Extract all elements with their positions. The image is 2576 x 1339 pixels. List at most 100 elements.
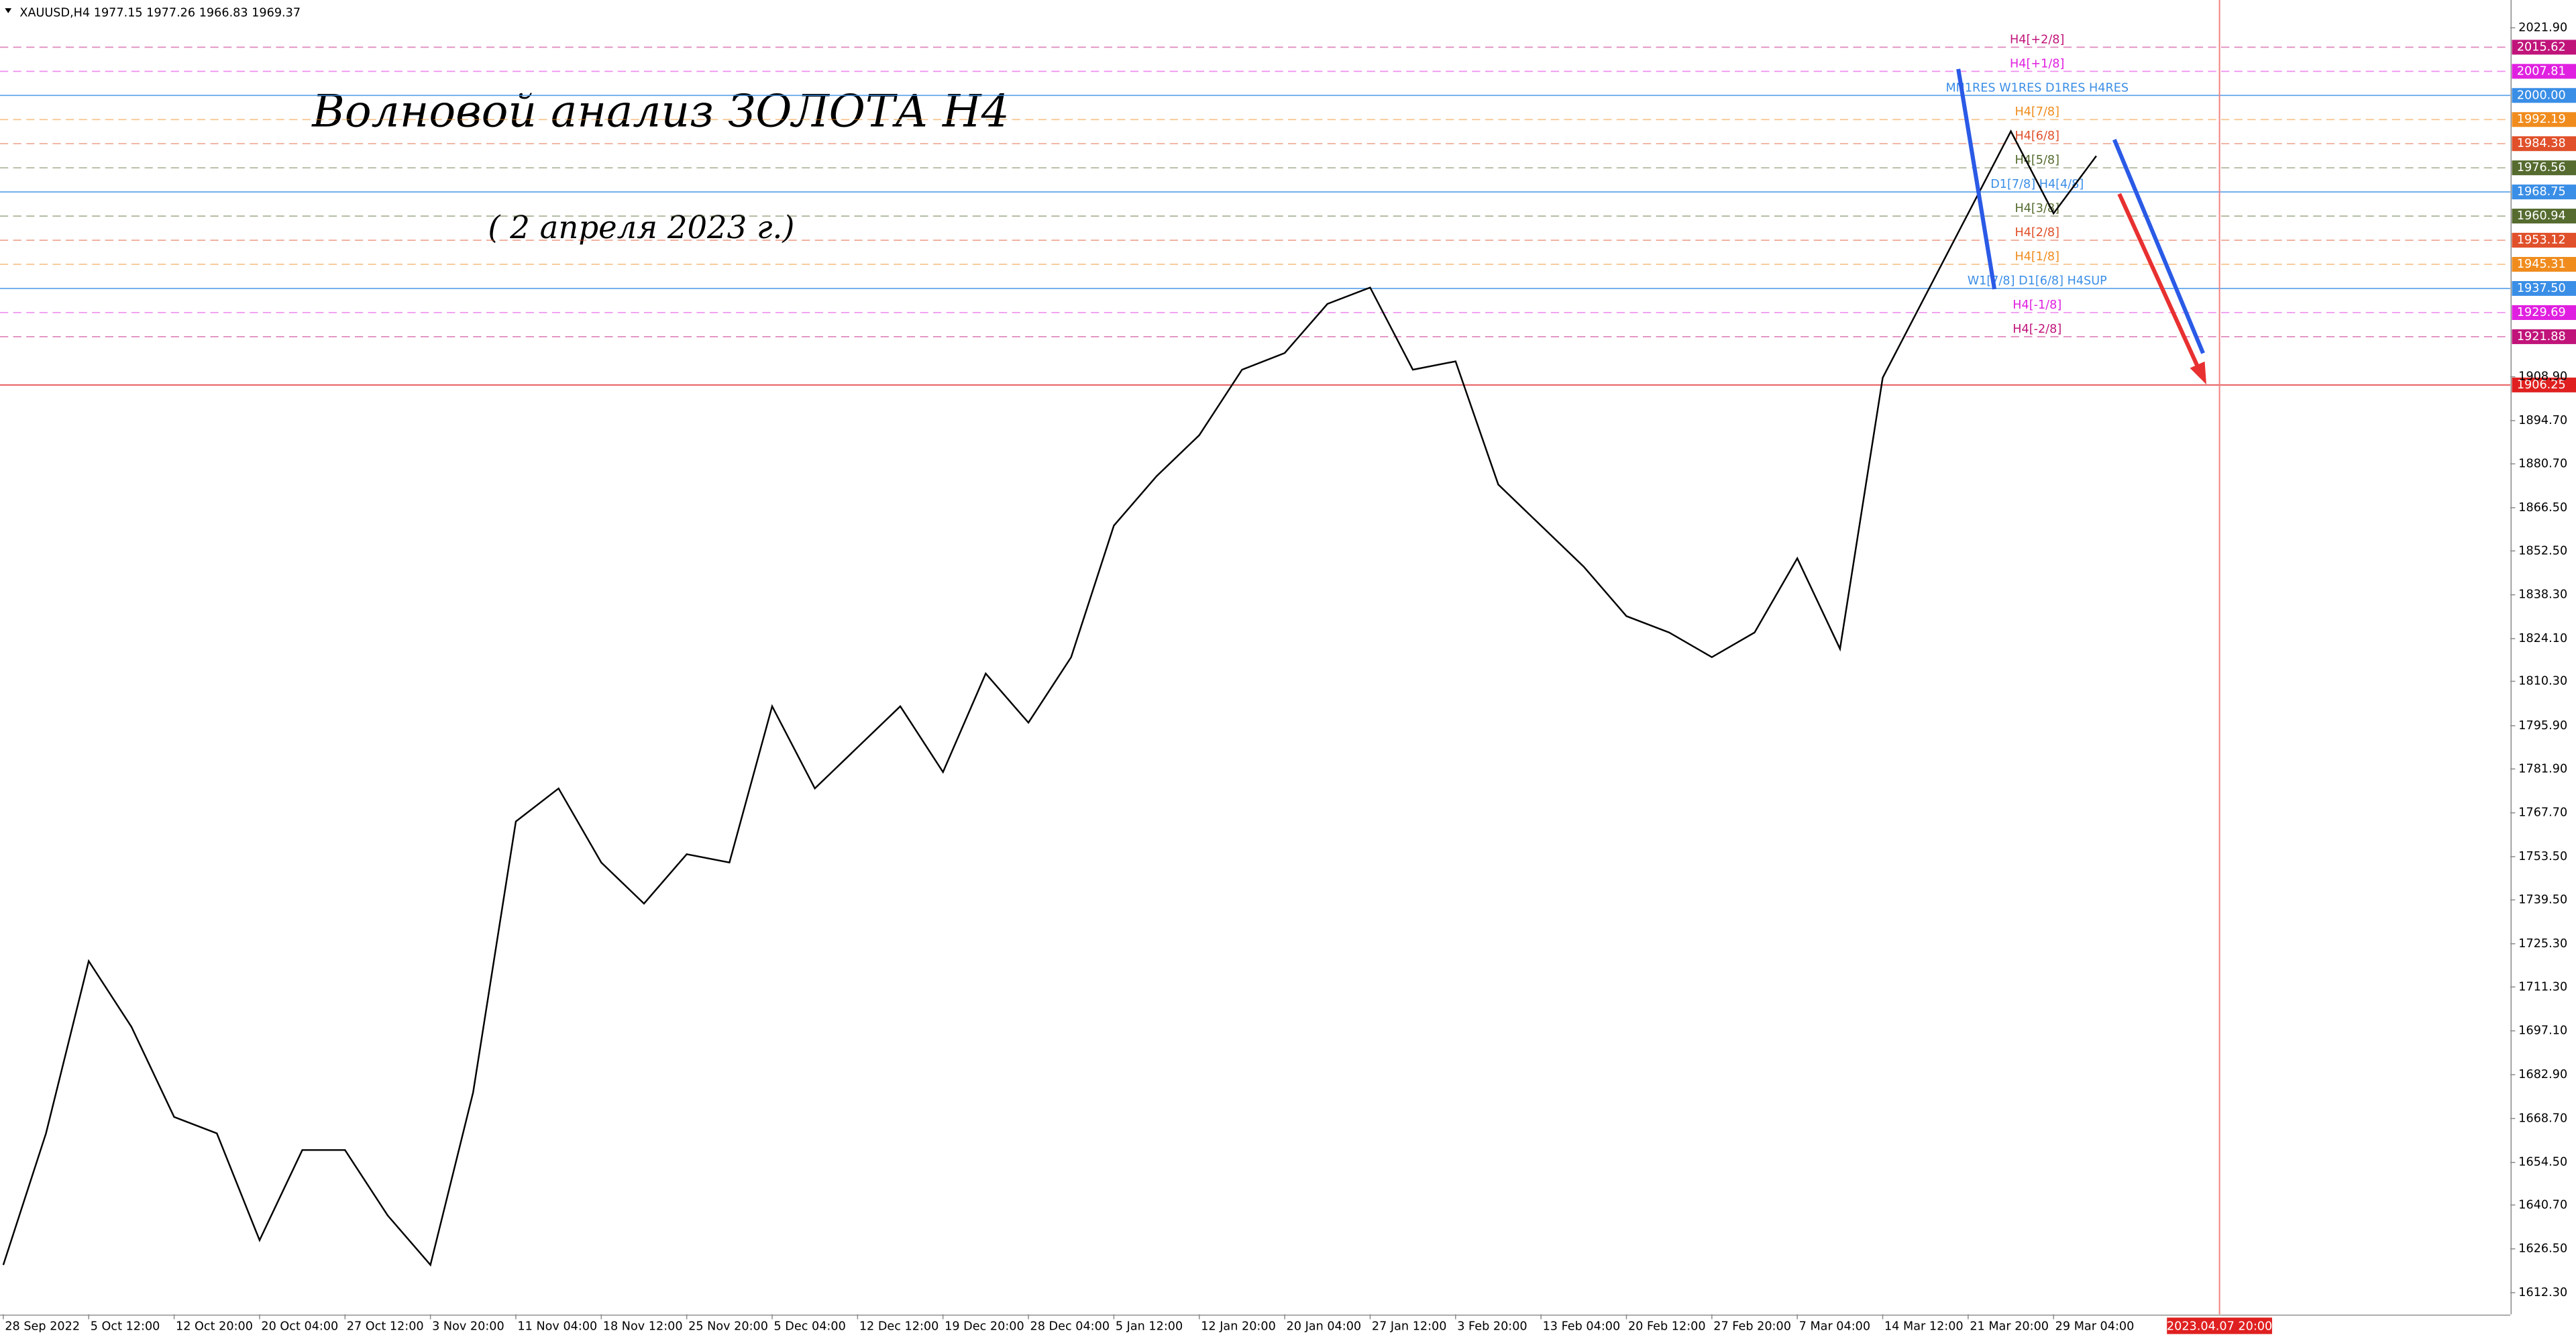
y-tick-label: 1612.30 — [2518, 1286, 2567, 1299]
level-name: H4[+1/8] — [2010, 57, 2064, 70]
level-value-label: 1945.31 — [2517, 258, 2566, 271]
level-box — [2512, 184, 2576, 200]
y-tick-label: 1908.90 — [2518, 370, 2567, 384]
x-tick-label: 5 Jan 12:00 — [1116, 1320, 1183, 1334]
header-icon — [5, 8, 12, 13]
level-name: MN1RES W1RES D1RES H4RES — [1945, 81, 2129, 95]
level-value-label: 1906.25 — [2517, 378, 2566, 392]
y-tick-label: 1668.70 — [2518, 1112, 2567, 1125]
level-value-label: 1984.38 — [2517, 137, 2566, 150]
y-tick-label: 2021.90 — [2518, 21, 2567, 34]
y-tick-label: 1682.90 — [2518, 1068, 2567, 1081]
level-box — [2512, 136, 2576, 152]
level-value-label: 1968.75 — [2517, 185, 2566, 199]
x-tick-label: 13 Feb 04:00 — [1543, 1320, 1621, 1334]
x-tick-label: 12 Jan 20:00 — [1201, 1320, 1276, 1334]
wave-line — [1956, 68, 1997, 290]
y-tick-label: 1753.50 — [2518, 850, 2567, 863]
level-name: D1[7/8] H4[4/8] — [1990, 178, 2084, 191]
level-box — [2512, 64, 2576, 79]
level-name: W1[7/8] D1[6/8] H4SUP — [1968, 274, 2107, 288]
level-box — [2512, 88, 2576, 103]
x-tick-label: 7 Mar 04:00 — [1799, 1320, 1870, 1334]
x-tick-label: 28 Dec 04:00 — [1030, 1320, 1110, 1334]
level-name: H4[-1/8] — [2012, 299, 2061, 312]
y-tick-label: 1767.70 — [2518, 806, 2567, 820]
levels: 2015.62 H4[+2/8] 2007.81 H4[+1/8] 2000.00 MN1… — [0, 33, 2576, 392]
level-box — [2512, 280, 2576, 297]
level-name: H4[5/8] — [2015, 154, 2059, 167]
level-box — [2512, 305, 2576, 320]
level-box — [2512, 329, 2576, 344]
x-tick-label: 5 Oct 12:00 — [91, 1320, 160, 1334]
forecast-arrow-head — [2190, 361, 2206, 385]
level-value-label: 1976.56 — [2517, 161, 2566, 174]
y-tick-label: 1894.70 — [2518, 414, 2567, 427]
y-tick-label: 1725.30 — [2518, 937, 2567, 951]
y-tick-label: 1697.10 — [2518, 1024, 2567, 1038]
level-name: H4[-2/8] — [2012, 323, 2061, 336]
level-box — [2512, 40, 2576, 55]
series — [2, 129, 2097, 1267]
y-tick-label: 1866.50 — [2518, 501, 2567, 515]
chart-title: Волновой анализ ЗОЛОТА H4 — [311, 85, 1009, 137]
cursor-time-box — [2167, 1318, 2272, 1334]
x-tick-label: 11 Nov 04:00 — [517, 1320, 597, 1334]
y-tick-label: 1654.50 — [2518, 1156, 2567, 1169]
wave-line — [2112, 139, 2205, 354]
x-tick-label: 5 Dec 04:00 — [773, 1320, 845, 1334]
level-name: H4[3/8] — [2015, 202, 2059, 215]
level-value-label: 1960.94 — [2517, 209, 2566, 223]
x-tick-label: 19 Dec 20:00 — [945, 1320, 1024, 1334]
x-tick-label: 18 Nov 12:00 — [603, 1320, 683, 1334]
level-box — [2512, 209, 2576, 224]
x-tick-label: 12 Dec 12:00 — [859, 1320, 939, 1334]
y-tick-label: 1640.70 — [2518, 1198, 2567, 1212]
x-tick-label: 27 Jan 12:00 — [1372, 1320, 1447, 1334]
level-value-label: 2007.81 — [2517, 64, 2566, 78]
x-tick-label: 12 Oct 20:00 — [176, 1320, 253, 1334]
level-box — [2512, 160, 2576, 176]
y-tick-label: 1838.30 — [2518, 588, 2567, 602]
y-tick-label: 1626.50 — [2518, 1242, 2567, 1256]
level-value-label: 1921.88 — [2517, 330, 2566, 343]
x-tick-label: 28 Sep 2022 — [5, 1320, 80, 1334]
level-value-label: 1929.69 — [2517, 306, 2566, 319]
y-tick-label: 1795.90 — [2518, 719, 2567, 733]
chart-header: XAUUSD,H4 1977.15 1977.26 1966.83 1969.3… — [19, 7, 301, 20]
x-tick-label: 21 Mar 20:00 — [1970, 1320, 2049, 1334]
x-tick-label: 20 Jan 04:00 — [1287, 1320, 1362, 1334]
x-tick-label: 29 Mar 04:00 — [2055, 1320, 2135, 1334]
level-box — [2512, 377, 2576, 392]
x-tick-label: 20 Feb 12:00 — [1628, 1320, 1706, 1334]
level-value-label: 1992.19 — [2517, 113, 2566, 126]
x-tick-label: 3 Feb 20:00 — [1457, 1320, 1527, 1334]
cursor-time-label: 2023.04.07 20:00 — [2167, 1320, 2272, 1334]
level-name: H4[2/8] — [2015, 226, 2059, 239]
y-tick-label: 1880.70 — [2518, 457, 2567, 470]
level-box — [2512, 257, 2576, 272]
y-tick-label: 1824.10 — [2518, 632, 2567, 645]
level-value-label: 1953.12 — [2517, 233, 2566, 247]
x-tick-label: 3 Nov 20:00 — [432, 1320, 504, 1334]
x-tick-label: 20 Oct 04:00 — [261, 1320, 338, 1334]
level-name: H4[6/8] — [2015, 129, 2059, 143]
y-tick-label: 1810.30 — [2518, 675, 2567, 688]
y-tick-label: 1852.50 — [2518, 544, 2567, 557]
level-value-label: 2000.00 — [2517, 89, 2566, 102]
level-name: H4[7/8] — [2015, 105, 2059, 119]
x-tick-label: 25 Nov 20:00 — [688, 1320, 768, 1334]
level-value-label: 1937.50 — [2517, 282, 2566, 295]
x-tick-label: 27 Feb 20:00 — [1713, 1320, 1791, 1334]
level-box — [2512, 112, 2576, 127]
level-name: H4[+2/8] — [2010, 33, 2064, 46]
price-line — [2, 129, 2097, 1267]
y-tick-label: 1739.50 — [2518, 893, 2567, 906]
y-tick-label: 1781.90 — [2518, 762, 2567, 775]
x-tick-label: 27 Oct 12:00 — [347, 1320, 424, 1334]
level-box — [2512, 233, 2576, 248]
level-value-label: 2015.62 — [2517, 40, 2566, 54]
